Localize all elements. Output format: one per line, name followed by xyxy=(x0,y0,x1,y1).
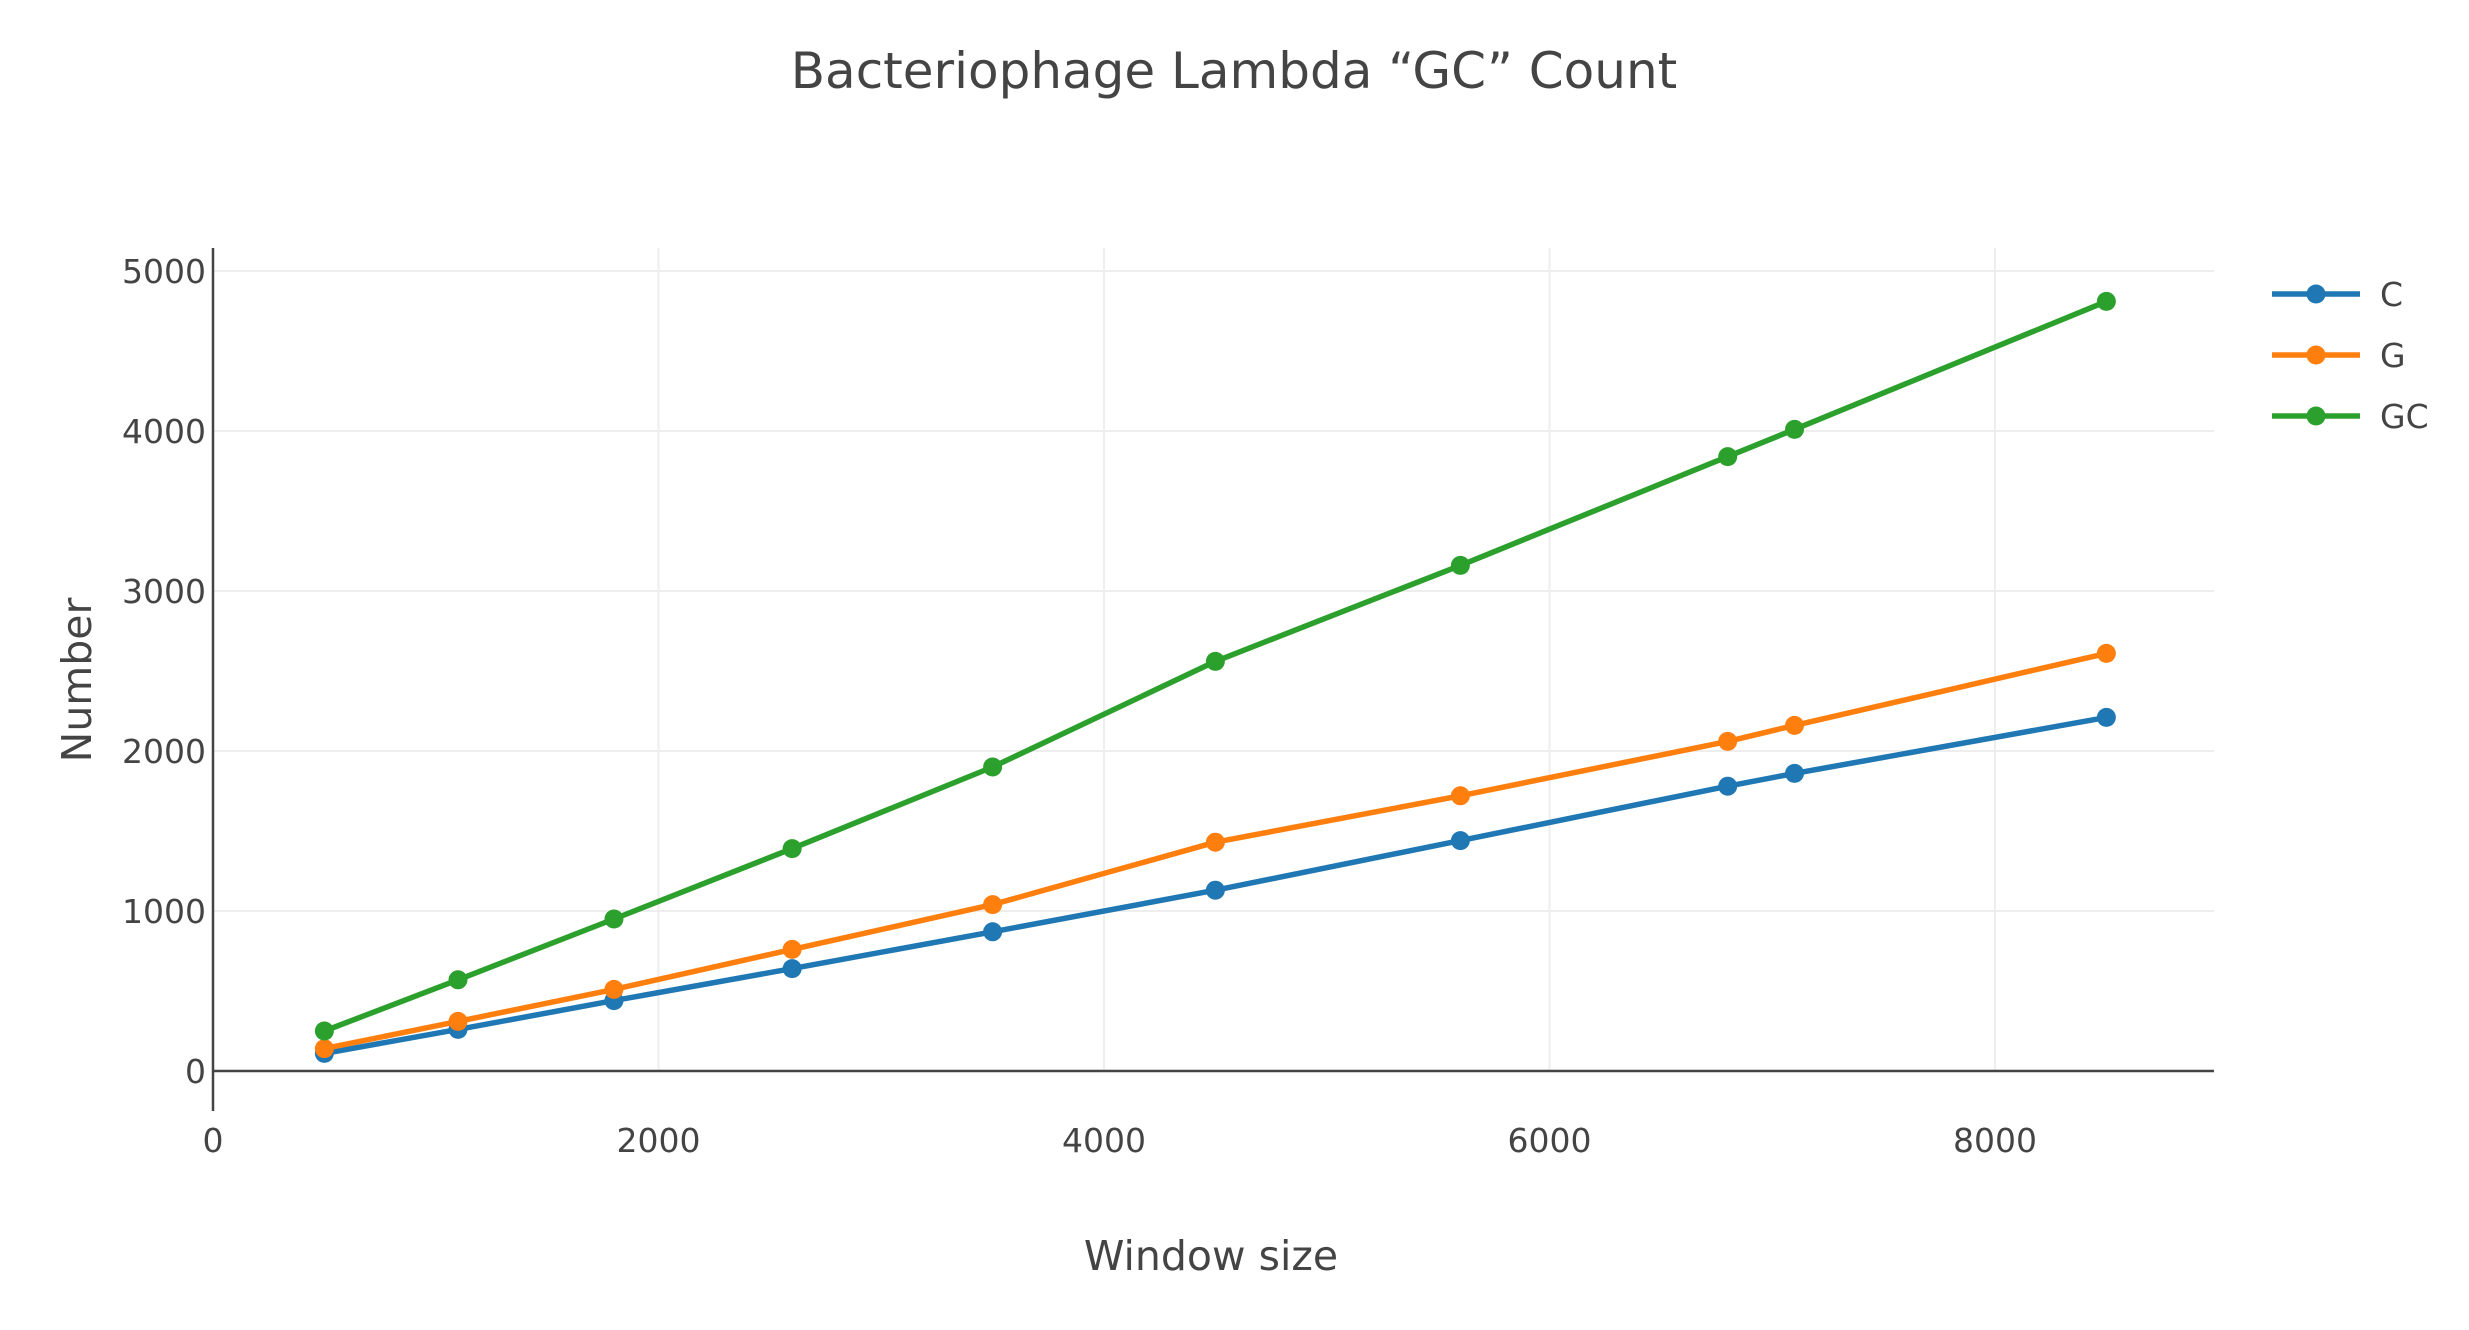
data-point-g xyxy=(1718,731,1738,751)
axes: 0 2000 4000 6000 8000 0 1000 2000 3000 4000 5000 xyxy=(122,248,2214,1160)
y-tick-label: 4000 xyxy=(122,412,206,451)
y-axis-title: Number xyxy=(53,598,101,763)
data-point-gc xyxy=(983,757,1003,777)
legend-item-g[interactable]: G xyxy=(2272,336,2406,375)
y-tick-label: 3000 xyxy=(122,572,206,611)
data-point-c xyxy=(2096,707,2116,727)
y-tick-label: 0 xyxy=(185,1052,206,1091)
legend-item-c[interactable]: C xyxy=(2272,275,2403,314)
grid xyxy=(213,248,2214,1071)
chart-title: Bacteriophage Lambda “GC” Count xyxy=(791,42,1678,100)
data-point-c xyxy=(983,922,1003,942)
x-tick-label: 2000 xyxy=(617,1121,701,1160)
x-tick-label: 6000 xyxy=(1508,1121,1592,1160)
data-point-g xyxy=(1785,715,1805,735)
y-tick-label: 5000 xyxy=(122,252,206,291)
data-point-gc xyxy=(1785,419,1805,439)
data-point-gc xyxy=(2096,291,2116,311)
data-point-g xyxy=(1205,832,1225,852)
data-point-g xyxy=(604,979,624,999)
x-tick-label: 4000 xyxy=(1062,1121,1146,1160)
data-point-gc xyxy=(1205,651,1225,671)
data-point-gc xyxy=(1718,447,1738,467)
x-tick-label: 8000 xyxy=(1953,1121,2037,1160)
legend-swatch-marker xyxy=(2306,406,2326,426)
y-tick-label: 1000 xyxy=(122,892,206,931)
data-point-c xyxy=(1450,831,1470,851)
series-line-g xyxy=(321,650,2110,1052)
legend-label: G xyxy=(2380,336,2406,375)
data-point-gc xyxy=(782,839,802,859)
data-point-g xyxy=(314,1039,334,1059)
data-point-g xyxy=(782,939,802,959)
legend-swatch-marker xyxy=(2306,345,2326,365)
y-tick-label: 2000 xyxy=(122,732,206,771)
data-point-c xyxy=(782,959,802,979)
data-point-c xyxy=(1205,880,1225,900)
data-point-gc xyxy=(1450,555,1470,575)
series-line-c xyxy=(321,714,2110,1057)
data-point-c xyxy=(1785,763,1805,783)
legend[interactable]: CG GC xyxy=(2272,275,2429,436)
data-point-gc xyxy=(448,970,468,990)
data-point-g xyxy=(1450,786,1470,806)
plot-area xyxy=(314,291,2116,1063)
legend-label: GC xyxy=(2380,397,2429,436)
data-point-g xyxy=(448,1011,468,1031)
legend-label: C xyxy=(2380,275,2403,314)
data-point-gc xyxy=(604,909,624,929)
data-point-c xyxy=(1718,776,1738,796)
data-point-gc xyxy=(314,1021,334,1041)
data-point-g xyxy=(983,895,1003,915)
x-tick-label: 0 xyxy=(203,1121,224,1160)
series-line-gc xyxy=(321,298,2110,1034)
x-axis-title: Window size xyxy=(1084,1232,1338,1280)
legend-item-gc[interactable]: GC xyxy=(2272,397,2429,436)
legend-swatch-marker xyxy=(2306,284,2326,304)
data-point-g xyxy=(2096,643,2116,663)
